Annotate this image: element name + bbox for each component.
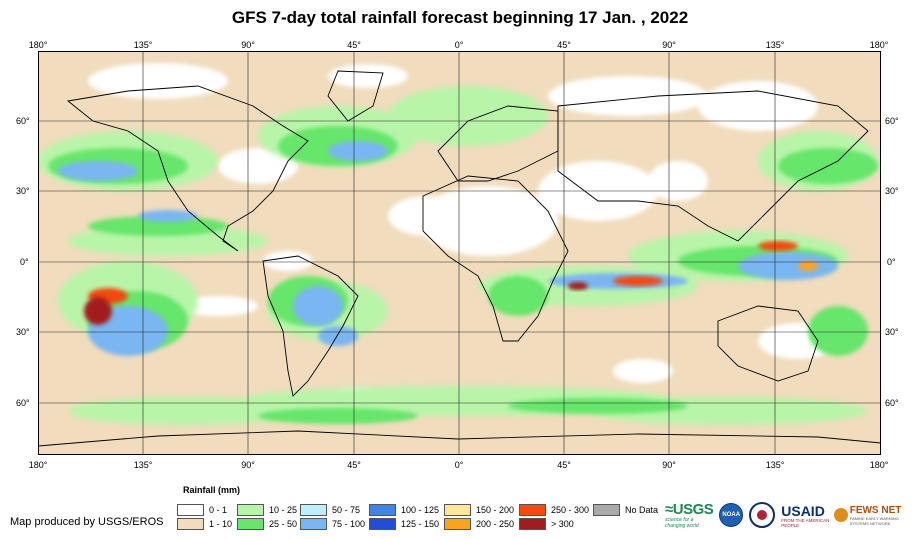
lon-label: 180° [869, 460, 889, 470]
fews-net-icon [833, 508, 848, 522]
lon-label: 45° [347, 460, 361, 470]
lon-label: 135° [133, 460, 153, 470]
lat-label: 0° [20, 257, 29, 267]
legend-item: 200 - 250 [444, 518, 514, 530]
legend-swatch [369, 504, 396, 516]
legend-swatch [444, 504, 471, 516]
legend-swatch [519, 504, 546, 516]
lat-label: 30° [16, 186, 30, 196]
usgs-logo: ≈USGS science for a changing world [665, 501, 714, 529]
legend-swatch [237, 504, 264, 516]
lat-label: 30° [16, 327, 30, 337]
south-america-outline [262, 255, 359, 397]
legend-swatch [369, 518, 396, 530]
antarctica-outline [38, 430, 881, 447]
noaa-logo-text: NOAA [722, 512, 741, 518]
legend-item: No Data [593, 504, 658, 516]
legend-label: No Data [625, 505, 659, 515]
lat-label: 60° [16, 398, 30, 408]
usaid-logo-text: USAID [781, 502, 825, 519]
lat-label: 30° [885, 186, 899, 196]
map-title: GFS 7-day total rainfall forecast beginn… [231, 8, 689, 27]
lon-label: 135° [765, 460, 785, 470]
legend-title: Rainfall (mm) [183, 485, 241, 495]
legend-label: 125 - 150 [401, 519, 440, 529]
legend-item: 10 - 25 [237, 504, 297, 516]
lon-label: 45° [557, 460, 571, 470]
legend-item: 25 - 50 [237, 518, 297, 530]
graticule [38, 51, 881, 455]
legend-label: 75 - 100 [332, 519, 366, 529]
fews-net-logo-tagline: FAMINE EARLY WARNING SYSTEMS NETWORK [849, 515, 899, 526]
continent-outlines [38, 70, 881, 447]
fews-net-logo-text: FEWS NET [849, 504, 902, 516]
usgs-logo-tagline: science for a changing world [665, 517, 699, 529]
usgs-logo-text: ≈USGS [665, 501, 714, 518]
lon-label: 90° [241, 40, 255, 50]
legend-swatch [519, 518, 546, 530]
legend-item: 125 - 150 [369, 518, 439, 530]
legend-swatch [237, 518, 264, 530]
legend-label: 150 - 200 [476, 505, 515, 515]
lat-label: 60° [885, 398, 899, 408]
legend-item: 0 - 1 [177, 504, 227, 516]
legend-item: 75 - 100 [300, 518, 365, 530]
greenland-outline [327, 70, 384, 122]
legend-label: 100 - 125 [401, 505, 440, 515]
legend-swatch [593, 504, 620, 516]
usaid-seal-icon [749, 502, 776, 528]
dry-areas [88, 63, 838, 413]
fews-net-logo: FEWS NET FAMINE EARLY WARNING SYSTEMS NE… [850, 505, 915, 526]
map-credit: Map produced by USGS/EROS [10, 516, 164, 528]
legend-label: > 300 [551, 519, 574, 529]
agency-logos: ≈USGS science for a changing world NOAA … [665, 498, 915, 532]
lon-label: 90° [662, 460, 676, 470]
green-rain [48, 126, 878, 424]
legend-label: 200 - 250 [476, 519, 515, 529]
lon-label: 180° [28, 460, 48, 470]
legend-swatch [300, 518, 327, 530]
legend-item: 100 - 125 [369, 504, 439, 516]
lon-label: 135° [765, 40, 785, 50]
usaid-logo-tagline: FROM THE AMERICAN PEOPLE [781, 517, 830, 528]
lat-label: 30° [885, 327, 899, 337]
legend-label: 25 - 50 [269, 519, 298, 529]
legend-swatch [177, 504, 204, 516]
lon-label: 0° [454, 40, 464, 50]
rainfall-map [38, 51, 881, 455]
australia-outline [717, 305, 819, 382]
lon-label: 180° [28, 40, 48, 50]
lon-label: 90° [662, 40, 676, 50]
legend-label: 0 - 1 [209, 505, 228, 515]
legend-label: 10 - 25 [269, 505, 298, 515]
legend-label: 50 - 75 [332, 505, 361, 515]
lon-label: 0° [454, 460, 464, 470]
legend-item: 50 - 75 [300, 504, 360, 516]
legend-label: 250 - 300 [551, 505, 590, 515]
lat-label: 60° [885, 116, 899, 126]
legend-item: 250 - 300 [519, 504, 589, 516]
legend-label: 1 - 10 [209, 519, 233, 529]
lon-label: 180° [869, 40, 889, 50]
legend-swatch [177, 518, 204, 530]
lon-label: 90° [241, 460, 255, 470]
lat-label: 60° [16, 116, 30, 126]
legend-item: > 300 [519, 518, 574, 530]
legend-swatch [300, 504, 327, 516]
noaa-logo: NOAA [719, 503, 744, 527]
legend-swatch [444, 518, 471, 530]
north-america-outline [66, 85, 309, 252]
intense-rain [84, 241, 818, 325]
legend-item: 150 - 200 [444, 504, 514, 516]
usaid-seal-center [757, 510, 768, 520]
lat-label: 0° [887, 257, 896, 267]
asia-outline [557, 90, 869, 242]
usaid-logo: USAID FROM THE AMERICAN PEOPLE [781, 503, 829, 528]
africa-outline [422, 175, 569, 342]
lon-label: 45° [347, 40, 361, 50]
map-frame [38, 51, 881, 455]
lon-label: 135° [133, 40, 153, 50]
legend-item: 1 - 10 [177, 518, 232, 530]
lon-label: 45° [557, 40, 571, 50]
